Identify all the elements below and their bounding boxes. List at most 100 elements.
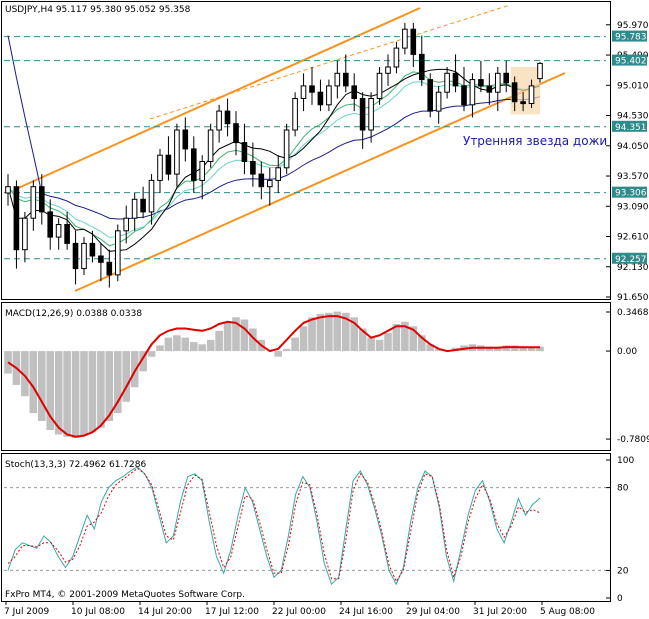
candle-body bbox=[267, 179, 273, 188]
macd-hist-bar bbox=[114, 351, 122, 414]
macd-hist-bar bbox=[342, 312, 350, 352]
macd-hist-bar bbox=[181, 337, 190, 352]
macd-layer bbox=[4, 311, 544, 438]
price-tick-label: 93.570 bbox=[617, 172, 649, 182]
macd-hist-bar bbox=[54, 351, 63, 435]
macd-hist-bar bbox=[206, 339, 215, 352]
ma-black-line bbox=[7, 68, 541, 252]
candle-body bbox=[199, 161, 205, 181]
candle-body bbox=[309, 85, 315, 93]
price-tick-label: 94.050 bbox=[617, 142, 649, 152]
x-tick-label: 7 Jul 2009 bbox=[4, 607, 49, 617]
level-label: 93.306 bbox=[615, 189, 647, 199]
macd-tick-label: -0.7809 bbox=[617, 435, 649, 445]
candle-body bbox=[275, 167, 281, 181]
candle-body bbox=[191, 148, 197, 181]
x-tick-label: 24 Jul 16:00 bbox=[339, 607, 393, 617]
macd-hist-bar bbox=[21, 351, 29, 397]
x-tick-label: 5 Aug 08:00 bbox=[540, 607, 595, 617]
candle-body bbox=[233, 123, 239, 144]
macd-hist-bar bbox=[105, 351, 114, 421]
macd-hist-bar bbox=[29, 351, 38, 414]
macd-hist-bar bbox=[494, 346, 502, 352]
stoch-d-line bbox=[7, 467, 541, 583]
macd-hist-bar bbox=[510, 345, 519, 351]
macd-hist-bar bbox=[308, 317, 316, 352]
candle-body bbox=[503, 72, 509, 84]
candle-body bbox=[30, 186, 37, 219]
ma-teal-line bbox=[7, 81, 541, 238]
candle-body bbox=[368, 98, 374, 131]
candle-body bbox=[64, 224, 70, 244]
macd-hist-bar bbox=[63, 351, 71, 437]
level-label: 95.402 bbox=[615, 57, 647, 67]
candle-body bbox=[165, 154, 172, 175]
price-header: USDJPY,H4 95.117 95.380 95.052 95.358 bbox=[5, 5, 191, 15]
macd-hist-bar bbox=[97, 351, 105, 428]
macd-hist-bar bbox=[409, 326, 418, 352]
candle-body bbox=[537, 62, 543, 80]
candle-body bbox=[461, 85, 467, 106]
candle-body bbox=[115, 230, 121, 276]
candle-body bbox=[207, 129, 214, 162]
candle-body bbox=[258, 173, 265, 188]
pattern-annotation: Утренняя звезда дожи bbox=[463, 134, 607, 148]
candle-body bbox=[435, 91, 442, 112]
macd-hist-bar bbox=[291, 337, 299, 352]
macd-hist-bar bbox=[46, 351, 54, 430]
macd-hist-bar bbox=[80, 351, 88, 436]
x-tick-label: 14 Jul 20:00 bbox=[138, 607, 192, 617]
macd-hist-bar bbox=[375, 339, 384, 352]
stoch-tick-label: 100 bbox=[617, 456, 634, 466]
macd-hist-bar bbox=[156, 345, 164, 351]
stoch-layer bbox=[4, 466, 606, 586]
macd-hist-bar bbox=[173, 335, 181, 352]
price-tick-label: 91.650 bbox=[617, 293, 649, 303]
axis-layer: 95.97095.49095.01094.53094.05093.57093.0… bbox=[4, 21, 649, 617]
macd-header: MACD(12,26,9) 0.0388 0.0338 bbox=[5, 309, 142, 319]
candle-body bbox=[334, 72, 341, 87]
x-tick-label: 10 Jul 08:00 bbox=[71, 607, 125, 617]
candle-body bbox=[511, 82, 518, 103]
macd-hist-bar bbox=[223, 322, 232, 352]
candle-body bbox=[13, 186, 20, 251]
macd-hist-bar bbox=[350, 317, 358, 352]
macd-hist-bar bbox=[426, 344, 434, 352]
macd-hist-bar bbox=[122, 351, 130, 402]
candle-body bbox=[452, 72, 459, 87]
candle-body bbox=[174, 129, 180, 175]
candle-body bbox=[72, 242, 79, 270]
stoch-tick-label: 0 bbox=[617, 594, 623, 604]
candle-body bbox=[22, 217, 28, 251]
stoch-tick-label: 80 bbox=[617, 484, 629, 494]
candle-body bbox=[47, 211, 54, 238]
price-tick-label: 93.090 bbox=[617, 202, 649, 212]
candle-body bbox=[81, 242, 87, 270]
candle-body bbox=[402, 28, 408, 49]
candle-body bbox=[55, 224, 62, 238]
candle-body bbox=[148, 179, 155, 213]
x-tick-label: 17 Jul 12:00 bbox=[205, 607, 259, 617]
macd-hist-bar bbox=[384, 333, 392, 351]
price-tick-label: 92.130 bbox=[617, 263, 649, 273]
candle-body bbox=[123, 217, 130, 232]
candle-body bbox=[317, 91, 324, 106]
macd-hist-bar bbox=[139, 351, 147, 372]
candle-body bbox=[182, 129, 189, 150]
level-label-box bbox=[612, 30, 647, 42]
candle-body bbox=[351, 85, 357, 100]
macd-hist-bar bbox=[38, 351, 46, 421]
x-tick-label: 29 Jul 04:00 bbox=[406, 607, 460, 617]
macd-hist-bar bbox=[88, 351, 97, 433]
candle-body bbox=[393, 47, 400, 68]
candle-body bbox=[39, 186, 45, 213]
candle-body bbox=[376, 72, 383, 100]
level-label: 95.783 bbox=[615, 33, 647, 43]
price-layer bbox=[4, 4, 606, 292]
level-label-box bbox=[612, 252, 647, 264]
candle-body bbox=[300, 85, 307, 100]
macd-hist-bar bbox=[232, 317, 240, 352]
level-label: 92.257 bbox=[615, 255, 647, 265]
stoch-header: Stoch(13,3,3) 72.4962 61.7286 bbox=[5, 460, 146, 470]
candle-body bbox=[89, 242, 96, 257]
